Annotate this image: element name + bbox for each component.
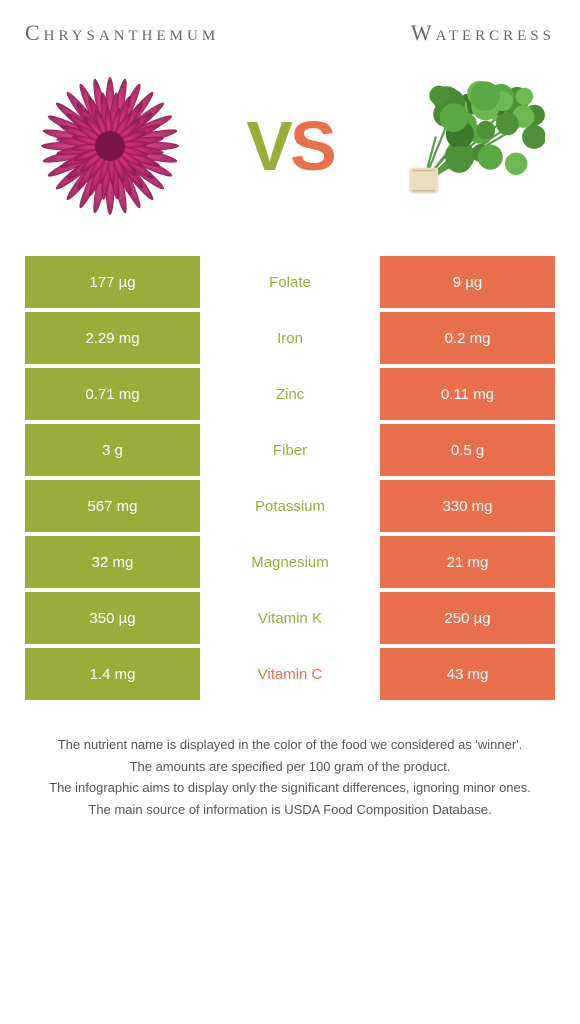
right-value: 0.5 g bbox=[380, 424, 555, 476]
nutrient-row: 0.71 mgZinc0.11 mg bbox=[25, 368, 555, 420]
nutrient-row: 1.4 mgVitamin C43 mg bbox=[25, 648, 555, 700]
left-title: Chrysanthemum bbox=[25, 20, 219, 46]
chrysanthemum-image bbox=[35, 71, 185, 221]
right-value: 9 µg bbox=[380, 256, 555, 308]
nutrient-row: 3 gFiber0.5 g bbox=[25, 424, 555, 476]
vs-s: S bbox=[290, 107, 334, 185]
right-value: 0.11 mg bbox=[380, 368, 555, 420]
footer-notes: The nutrient name is displayed in the co… bbox=[25, 735, 555, 819]
nutrient-name: Folate bbox=[200, 256, 380, 308]
nutrient-name: Magnesium bbox=[200, 536, 380, 588]
nutrient-row: 567 mgPotassium330 mg bbox=[25, 480, 555, 532]
left-value: 32 mg bbox=[25, 536, 200, 588]
nutrient-name: Vitamin C bbox=[200, 648, 380, 700]
left-value: 0.71 mg bbox=[25, 368, 200, 420]
right-title: Watercress bbox=[411, 20, 555, 46]
vs-label: VS bbox=[246, 106, 333, 186]
nutrient-name: Iron bbox=[200, 312, 380, 364]
nutrient-name: Fiber bbox=[200, 424, 380, 476]
infographic-container: Chrysanthemum Watercress VS bbox=[0, 0, 580, 841]
nutrient-table: 177 µgFolate9 µg2.29 mgIron0.2 mg0.71 mg… bbox=[25, 256, 555, 700]
watercress-image bbox=[395, 81, 545, 211]
right-value: 250 µg bbox=[380, 592, 555, 644]
nutrient-name: Zinc bbox=[200, 368, 380, 420]
nutrient-row: 2.29 mgIron0.2 mg bbox=[25, 312, 555, 364]
nutrient-row: 177 µgFolate9 µg bbox=[25, 256, 555, 308]
footer-line: The nutrient name is displayed in the co… bbox=[30, 735, 550, 755]
left-value: 567 mg bbox=[25, 480, 200, 532]
nutrient-name: Vitamin K bbox=[200, 592, 380, 644]
footer-line: The amounts are specified per 100 gram o… bbox=[30, 757, 550, 777]
nutrient-row: 32 mgMagnesium21 mg bbox=[25, 536, 555, 588]
titles-row: Chrysanthemum Watercress bbox=[25, 20, 555, 46]
right-value: 330 mg bbox=[380, 480, 555, 532]
left-value: 1.4 mg bbox=[25, 648, 200, 700]
left-value: 177 µg bbox=[25, 256, 200, 308]
left-value: 350 µg bbox=[25, 592, 200, 644]
vs-v: V bbox=[246, 107, 290, 185]
right-value: 21 mg bbox=[380, 536, 555, 588]
left-value: 2.29 mg bbox=[25, 312, 200, 364]
footer-line: The main source of information is USDA F… bbox=[30, 800, 550, 820]
left-value: 3 g bbox=[25, 424, 200, 476]
nutrient-name: Potassium bbox=[200, 480, 380, 532]
images-row: VS bbox=[25, 71, 555, 221]
nutrient-row: 350 µgVitamin K250 µg bbox=[25, 592, 555, 644]
right-value: 43 mg bbox=[380, 648, 555, 700]
footer-line: The infographic aims to display only the… bbox=[30, 778, 550, 798]
right-value: 0.2 mg bbox=[380, 312, 555, 364]
